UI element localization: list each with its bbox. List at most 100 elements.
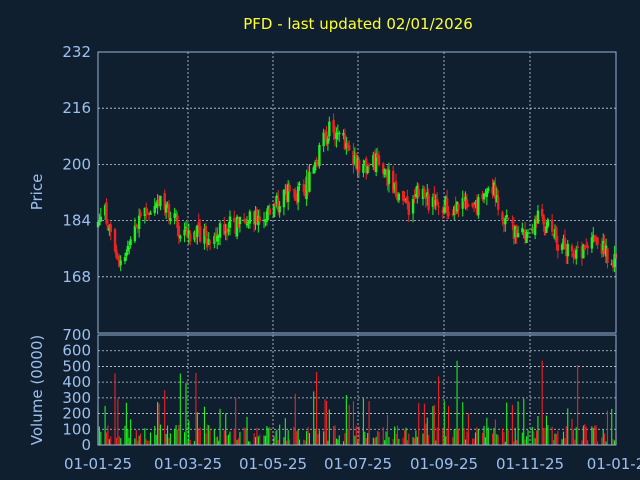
candle-body: [145, 207, 148, 214]
candle-body: [353, 155, 357, 164]
candle-body: [553, 229, 557, 238]
candle-body: [123, 257, 127, 262]
candle-body: [315, 159, 318, 161]
candle-body: [505, 214, 508, 218]
candle-body: [136, 226, 139, 228]
candle-body: [274, 202, 277, 207]
candle-body: [477, 197, 480, 216]
candle-body: [225, 228, 229, 234]
candle-body: [257, 215, 260, 226]
candle-body: [461, 198, 464, 209]
candle-body: [563, 237, 567, 250]
candle-body: [576, 246, 579, 248]
candle-body: [177, 225, 181, 238]
candle-body: [306, 173, 310, 191]
candle-body: [550, 219, 554, 232]
candle-body: [322, 132, 325, 147]
candle-body: [233, 218, 236, 222]
candle-body: [552, 234, 555, 236]
candle-body: [511, 221, 514, 224]
candle-body: [484, 193, 487, 196]
x-tick-label: 01-11-25: [496, 455, 564, 473]
candle-body: [113, 229, 117, 252]
candle-body: [223, 224, 226, 235]
candle-body: [443, 207, 446, 213]
candle-body: [338, 132, 341, 135]
candle-body: [224, 231, 227, 234]
candle-body: [444, 196, 447, 205]
candle-body: [391, 170, 395, 193]
candle-body: [504, 218, 507, 225]
candle-body: [149, 212, 152, 215]
candle-body: [146, 213, 149, 215]
candle-body: [562, 238, 565, 247]
candle-body: [572, 253, 575, 257]
candle-body: [453, 206, 456, 216]
candle-body: [457, 204, 460, 210]
candle-body: [382, 163, 385, 174]
candle-body: [583, 245, 586, 250]
candle-body: [143, 207, 147, 217]
candle-body: [431, 196, 435, 207]
candle-body: [228, 216, 232, 228]
candle-body: [482, 193, 486, 200]
candle-body: [426, 192, 429, 198]
candle-body: [208, 241, 212, 243]
candle-body: [135, 224, 138, 227]
candle-body: [535, 217, 538, 221]
candle-body: [582, 244, 585, 259]
candle-body: [174, 214, 178, 216]
candle-body: [363, 160, 367, 164]
candle-body: [414, 194, 418, 197]
candle-body: [179, 235, 182, 239]
candle-body: [406, 196, 409, 204]
candle-body: [555, 227, 558, 243]
candle-body: [197, 222, 200, 227]
price-axis: 232 216 200 184 168: [62, 43, 91, 286]
candle-body: [570, 245, 574, 252]
candle-body: [115, 249, 118, 258]
candle-body: [189, 233, 192, 242]
candle-body: [286, 184, 290, 202]
x-axis: 01-01-25 01-03-25 01-05-25 01-07-25 01-09-25…: [64, 455, 640, 473]
candle-body: [383, 169, 386, 175]
candle-body: [213, 235, 216, 244]
candle-body: [198, 225, 202, 242]
candle-body: [238, 216, 242, 225]
candlesticks: [96, 113, 618, 273]
price-tick-label: 216: [62, 99, 91, 117]
candle-body: [298, 183, 301, 186]
candle-body: [604, 245, 608, 257]
candle-body: [313, 162, 317, 171]
candle-body: [366, 166, 369, 174]
x-tick-label: 01-09-25: [410, 455, 478, 473]
candle-body: [342, 132, 345, 136]
candle-body: [543, 226, 547, 235]
candle-body: [356, 158, 359, 169]
candle-body: [387, 169, 391, 184]
candle-body: [427, 194, 430, 211]
candle-body: [335, 132, 338, 140]
candle-body: [125, 252, 128, 257]
candle-body: [515, 229, 518, 237]
candle-body: [163, 193, 166, 210]
candle-body: [116, 255, 120, 260]
candle-body: [184, 226, 188, 229]
candle-body: [206, 238, 209, 248]
candle-body: [126, 246, 130, 252]
candle-body: [186, 227, 189, 238]
volume-tick-label: 500: [62, 357, 91, 375]
candle-body: [403, 198, 406, 201]
candle-body: [590, 237, 594, 249]
x-tick-label: 01-01-2: [587, 455, 640, 473]
price-tick-label: 232: [62, 43, 91, 61]
candle-body: [108, 227, 111, 232]
candle-body: [304, 190, 307, 196]
candle-body: [254, 210, 257, 225]
candle-body: [464, 196, 467, 201]
candle-body: [413, 195, 416, 197]
candle-body: [157, 198, 161, 204]
candle-body: [98, 220, 101, 226]
candle-body: [169, 217, 172, 221]
